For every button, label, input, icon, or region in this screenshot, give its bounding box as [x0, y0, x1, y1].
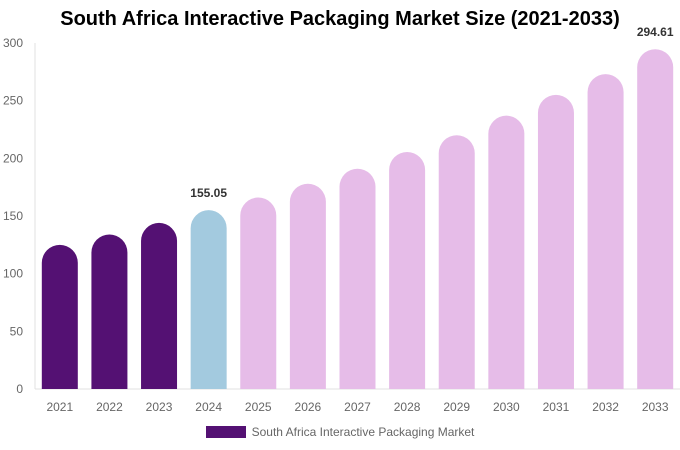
- x-tick-label: 2031: [543, 400, 570, 414]
- bar-2029: [438, 135, 475, 389]
- bar-2031: [537, 94, 574, 389]
- bar-2027: [339, 168, 376, 389]
- x-tick-label: 2025: [245, 400, 272, 414]
- x-tick-label: 2026: [295, 400, 322, 414]
- bar-2033: [637, 49, 674, 390]
- data-label: 155.05: [190, 186, 227, 200]
- y-tick-label: 150: [3, 209, 23, 223]
- bar-2021: [41, 244, 78, 389]
- y-tick-label: 50: [10, 324, 24, 338]
- y-tick-label: 200: [3, 151, 23, 165]
- bar-2032: [587, 74, 624, 389]
- x-tick-label: 2023: [146, 400, 173, 414]
- x-tick-label: 2029: [443, 400, 470, 414]
- bar-2024: [190, 210, 227, 389]
- y-tick-label: 0: [16, 382, 23, 396]
- y-tick-label: 300: [3, 36, 23, 50]
- y-tick-label: 250: [3, 94, 23, 108]
- y-tick-label: 100: [3, 267, 23, 281]
- x-tick-label: 2027: [344, 400, 371, 414]
- x-tick-label: 2028: [394, 400, 421, 414]
- bar-2030: [488, 115, 525, 389]
- bar-2022: [91, 234, 128, 389]
- bar-2025: [240, 197, 277, 389]
- x-tick-label: 2024: [195, 400, 222, 414]
- bar-2023: [141, 222, 178, 389]
- legend-swatch: [205, 426, 246, 438]
- x-tick-label: 2021: [46, 400, 73, 414]
- legend-label: South Africa Interactive Packaging Marke…: [251, 425, 475, 439]
- legend: South Africa Interactive Packaging Marke…: [0, 425, 680, 439]
- data-label: 294.61: [637, 25, 674, 39]
- chart-title: South Africa Interactive Packaging Marke…: [60, 8, 620, 30]
- x-tick-label: 2033: [642, 400, 669, 414]
- x-tick-label: 2032: [592, 400, 619, 414]
- bar-2026: [289, 183, 326, 389]
- bar-2028: [389, 151, 426, 389]
- x-tick-label: 2030: [493, 400, 520, 414]
- x-tick-label: 2022: [96, 400, 123, 414]
